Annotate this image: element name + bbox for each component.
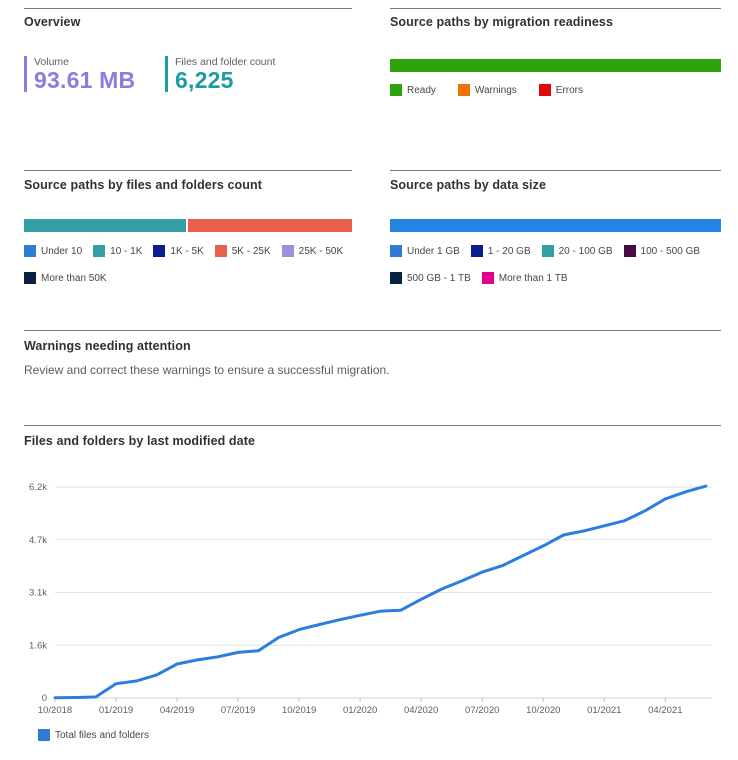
legend-item: 5K - 25K	[214, 245, 271, 257]
files-count-legend: Under 10 10 - 1K 1K - 5K 5K - 25K 25K - 50K M…	[24, 245, 352, 284]
divider	[390, 8, 721, 9]
readiness-legend: Ready Warnings Errors	[390, 84, 721, 96]
legend-label: 1K - 5K	[170, 245, 204, 257]
warnings-title: Warnings needing attention	[24, 339, 191, 353]
line-chart-canvas: 0 1.6k 3.1k 4.7k 6.2k 10/2018 01/2019 04/2019 07…	[29, 482, 712, 716]
bar-segment-10-1k	[24, 219, 187, 232]
legend-label: 1 - 20 GB	[487, 245, 531, 257]
legend-label: Errors	[555, 84, 584, 96]
x-axis-tick-label: 04/2021	[648, 705, 682, 716]
files-count-card-title: Source paths by files and folders count	[24, 178, 262, 192]
legend-swatch-icon	[24, 272, 36, 284]
readiness-bar	[390, 59, 721, 72]
legend-label: 5K - 25K	[231, 245, 271, 257]
overview-title: Overview	[24, 15, 81, 29]
bar-segment-5k-25k	[188, 219, 352, 232]
legend-item: 1K - 5K	[153, 245, 204, 257]
legend-item: More than 50K	[24, 272, 107, 284]
divider	[24, 425, 721, 426]
legend-item: 100 - 500 GB	[623, 245, 701, 257]
legend-label: 20 - 100 GB	[558, 245, 613, 257]
legend-swatch-icon	[481, 272, 494, 284]
y-axis-tick-label: 3.1k	[29, 588, 47, 599]
legend-item: 500 GB - 1 TB	[390, 272, 471, 284]
legend-item: 20 - 100 GB	[541, 245, 613, 257]
legend-swatch-icon	[24, 245, 36, 257]
legend-item: Errors	[538, 84, 584, 96]
x-axis-tick-label: 10/2018	[38, 705, 72, 716]
y-axis-tick-label: 0	[42, 693, 47, 704]
legend-label: More than 1 TB	[498, 272, 568, 284]
volume-metric: Volume 93.61 MB	[24, 56, 135, 92]
legend-swatch-icon	[153, 245, 166, 257]
divider	[24, 8, 352, 9]
legend-swatch-icon	[470, 245, 483, 257]
divider	[24, 330, 721, 331]
legend-swatch-icon	[541, 245, 554, 257]
series-line-total-files-and-folders	[53, 484, 708, 700]
x-axis-tick-label: 01/2020	[343, 705, 377, 716]
legend-item: Ready	[390, 84, 436, 96]
legend-swatch-icon	[623, 245, 636, 257]
legend-item: 1 - 20 GB	[470, 245, 531, 257]
x-axis-tick-label: 07/2020	[465, 705, 499, 716]
legend-swatch-icon	[38, 729, 50, 741]
readiness-title: Source paths by migration readiness	[390, 15, 614, 29]
legend-label: 500 GB - 1 TB	[407, 272, 471, 284]
legend-label: More than 50K	[41, 272, 107, 284]
legend-swatch-icon	[538, 84, 551, 96]
divider	[390, 170, 721, 171]
legend-label: Total files and folders	[55, 729, 149, 741]
legend-swatch-icon	[390, 272, 402, 284]
files-count-label: Files and folder count	[175, 56, 276, 68]
legend-swatch-icon	[390, 245, 402, 257]
legend-swatch-icon	[214, 245, 227, 257]
files-count-bar	[24, 219, 352, 232]
volume-label: Volume	[34, 56, 70, 68]
files-count-value: 6,225	[175, 67, 234, 93]
x-axis-tick-label: 10/2019	[282, 705, 316, 716]
legend-item: 25K - 50K	[281, 245, 344, 257]
y-axis-tick-label: 1.6k	[29, 640, 47, 651]
legend-label: 25K - 50K	[298, 245, 344, 257]
files-count-metric: Files and folder count 6,225	[165, 56, 275, 92]
legend-item: Under 10	[24, 245, 82, 257]
x-axis-tick-label: 01/2021	[587, 705, 621, 716]
data-size-legend: Under 1 GB 1 - 20 GB 20 - 100 GB 100 - 500 …	[390, 245, 721, 284]
legend-item: Total files and folders	[38, 729, 149, 741]
legend-label: Ready	[407, 84, 436, 96]
y-axis-tick-label: 6.2k	[29, 482, 47, 493]
legend-label: 100 - 500 GB	[640, 245, 701, 257]
legend-item: Warnings	[457, 84, 517, 96]
chart-legend: Total files and folders	[38, 729, 698, 741]
bar-segment-ready	[390, 59, 721, 72]
x-axis-tick-label: 01/2019	[99, 705, 133, 716]
x-axis-tick-label: 04/2019	[160, 705, 194, 716]
legend-item: 10 - 1K	[93, 245, 142, 257]
data-size-card-title: Source paths by data size	[390, 178, 547, 192]
x-axis-tick-label: 04/2020	[404, 705, 438, 716]
warnings-description: Review and correct these warnings to ens…	[24, 363, 390, 377]
legend-label: Warnings	[474, 84, 517, 96]
legend-label: Under 10	[41, 245, 83, 257]
divider	[24, 170, 352, 171]
x-axis-tick-label: 10/2020	[526, 705, 560, 716]
volume-value: 93.61 MB	[34, 67, 136, 93]
legend-item: Under 1 GB	[390, 245, 460, 257]
legend-swatch-icon	[457, 84, 470, 96]
modified-date-line-chart: 0 1.6k 3.1k 4.7k 6.2k 10/2018 01/2019 04/2019 07…	[0, 455, 738, 727]
legend-swatch-icon	[93, 245, 106, 257]
x-axis-tick-label: 07/2019	[221, 705, 255, 716]
legend-swatch-icon	[390, 84, 402, 96]
modified-date-chart-title: Files and folders by last modified date	[24, 434, 256, 448]
legend-swatch-icon	[281, 245, 294, 257]
bar-segment-under-1-gb	[390, 219, 721, 232]
legend-label: 10 - 1K	[110, 245, 143, 257]
y-axis-tick-label: 4.7k	[29, 535, 47, 546]
legend-item: More than 1 TB	[481, 272, 568, 284]
legend-label: Under 1 GB	[407, 245, 460, 257]
data-size-bar	[390, 219, 721, 232]
